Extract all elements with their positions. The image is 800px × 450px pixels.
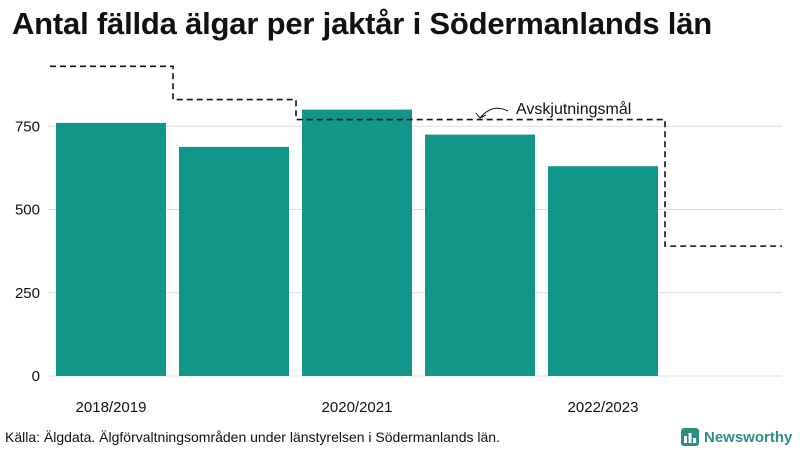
bar	[548, 166, 658, 376]
brand-name: Newsworthy	[704, 428, 793, 446]
bar	[425, 134, 535, 376]
y-tick-label: 0	[32, 368, 40, 385]
brand-logo: Newsworthy	[681, 428, 792, 446]
bars	[56, 109, 658, 376]
y-axis-ticks: 0 250 500 750	[15, 118, 40, 385]
y-tick-label: 500	[15, 202, 40, 219]
x-tick-label: 2022/2023	[568, 399, 639, 416]
target-line	[50, 65, 782, 247]
bar	[179, 146, 289, 376]
bar-chart-logo-icon	[681, 428, 699, 446]
grid-lines	[48, 125, 782, 377]
annotation-label: Avskjutningsmål	[516, 100, 631, 118]
x-tick-label: 2020/2021	[322, 399, 393, 416]
annotation: Avskjutningsmål	[475, 100, 631, 119]
annotation-arrowhead	[475, 112, 487, 119]
source-note: Källa: Älgdata. Älgförvaltningsområden u…	[5, 429, 500, 445]
target-step-line	[50, 65, 782, 247]
x-tick-label: 2018/2019	[76, 399, 147, 416]
annotation-arrow	[479, 107, 509, 119]
bar-chart: 0 250 500 750 2018/2019 2020/2021 2022/2023 A…	[15, 65, 782, 416]
y-tick-label: 250	[15, 285, 40, 302]
y-tick-label: 750	[15, 118, 40, 135]
x-axis-ticks: 2018/2019 2020/2021 2022/2023	[76, 399, 639, 416]
bar	[56, 122, 166, 376]
chart-title: Antal fällda älgar per jaktår i Söderman…	[12, 6, 712, 41]
bar	[302, 109, 412, 376]
